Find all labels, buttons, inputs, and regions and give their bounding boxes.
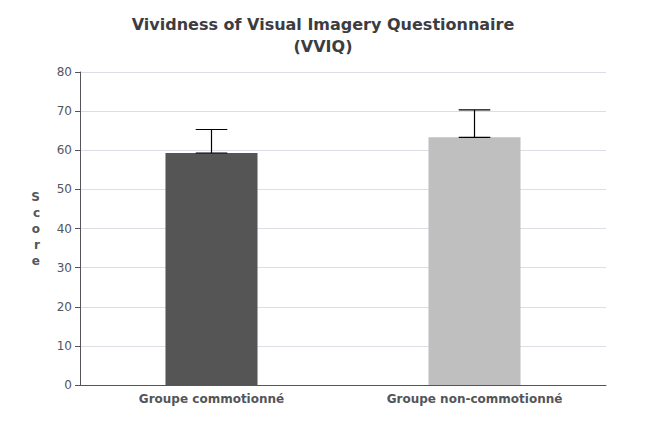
svg-text:e: e	[32, 254, 40, 268]
svg-text:(VVIQ): (VVIQ)	[294, 37, 353, 56]
svg-text:30: 30	[57, 261, 72, 275]
svg-text:40: 40	[57, 222, 72, 236]
svg-text:c: c	[33, 206, 40, 220]
svg-text:70: 70	[57, 104, 72, 118]
svg-text:S: S	[31, 190, 40, 204]
svg-text:50: 50	[57, 182, 72, 196]
svg-text:Groupe commotionné: Groupe commotionné	[139, 392, 284, 406]
svg-text:60: 60	[57, 143, 72, 157]
svg-text:o: o	[32, 222, 40, 236]
svg-text:10: 10	[57, 339, 72, 353]
svg-text:r: r	[34, 238, 40, 252]
svg-text:Vividness of Visual Imagery Qu: Vividness of Visual Imagery Questionnair…	[132, 15, 515, 34]
svg-text:0: 0	[64, 378, 72, 392]
svg-text:80: 80	[57, 65, 72, 79]
svg-text:Groupe non-commotionné: Groupe non-commotionné	[387, 392, 563, 406]
svg-text:20: 20	[57, 300, 72, 314]
